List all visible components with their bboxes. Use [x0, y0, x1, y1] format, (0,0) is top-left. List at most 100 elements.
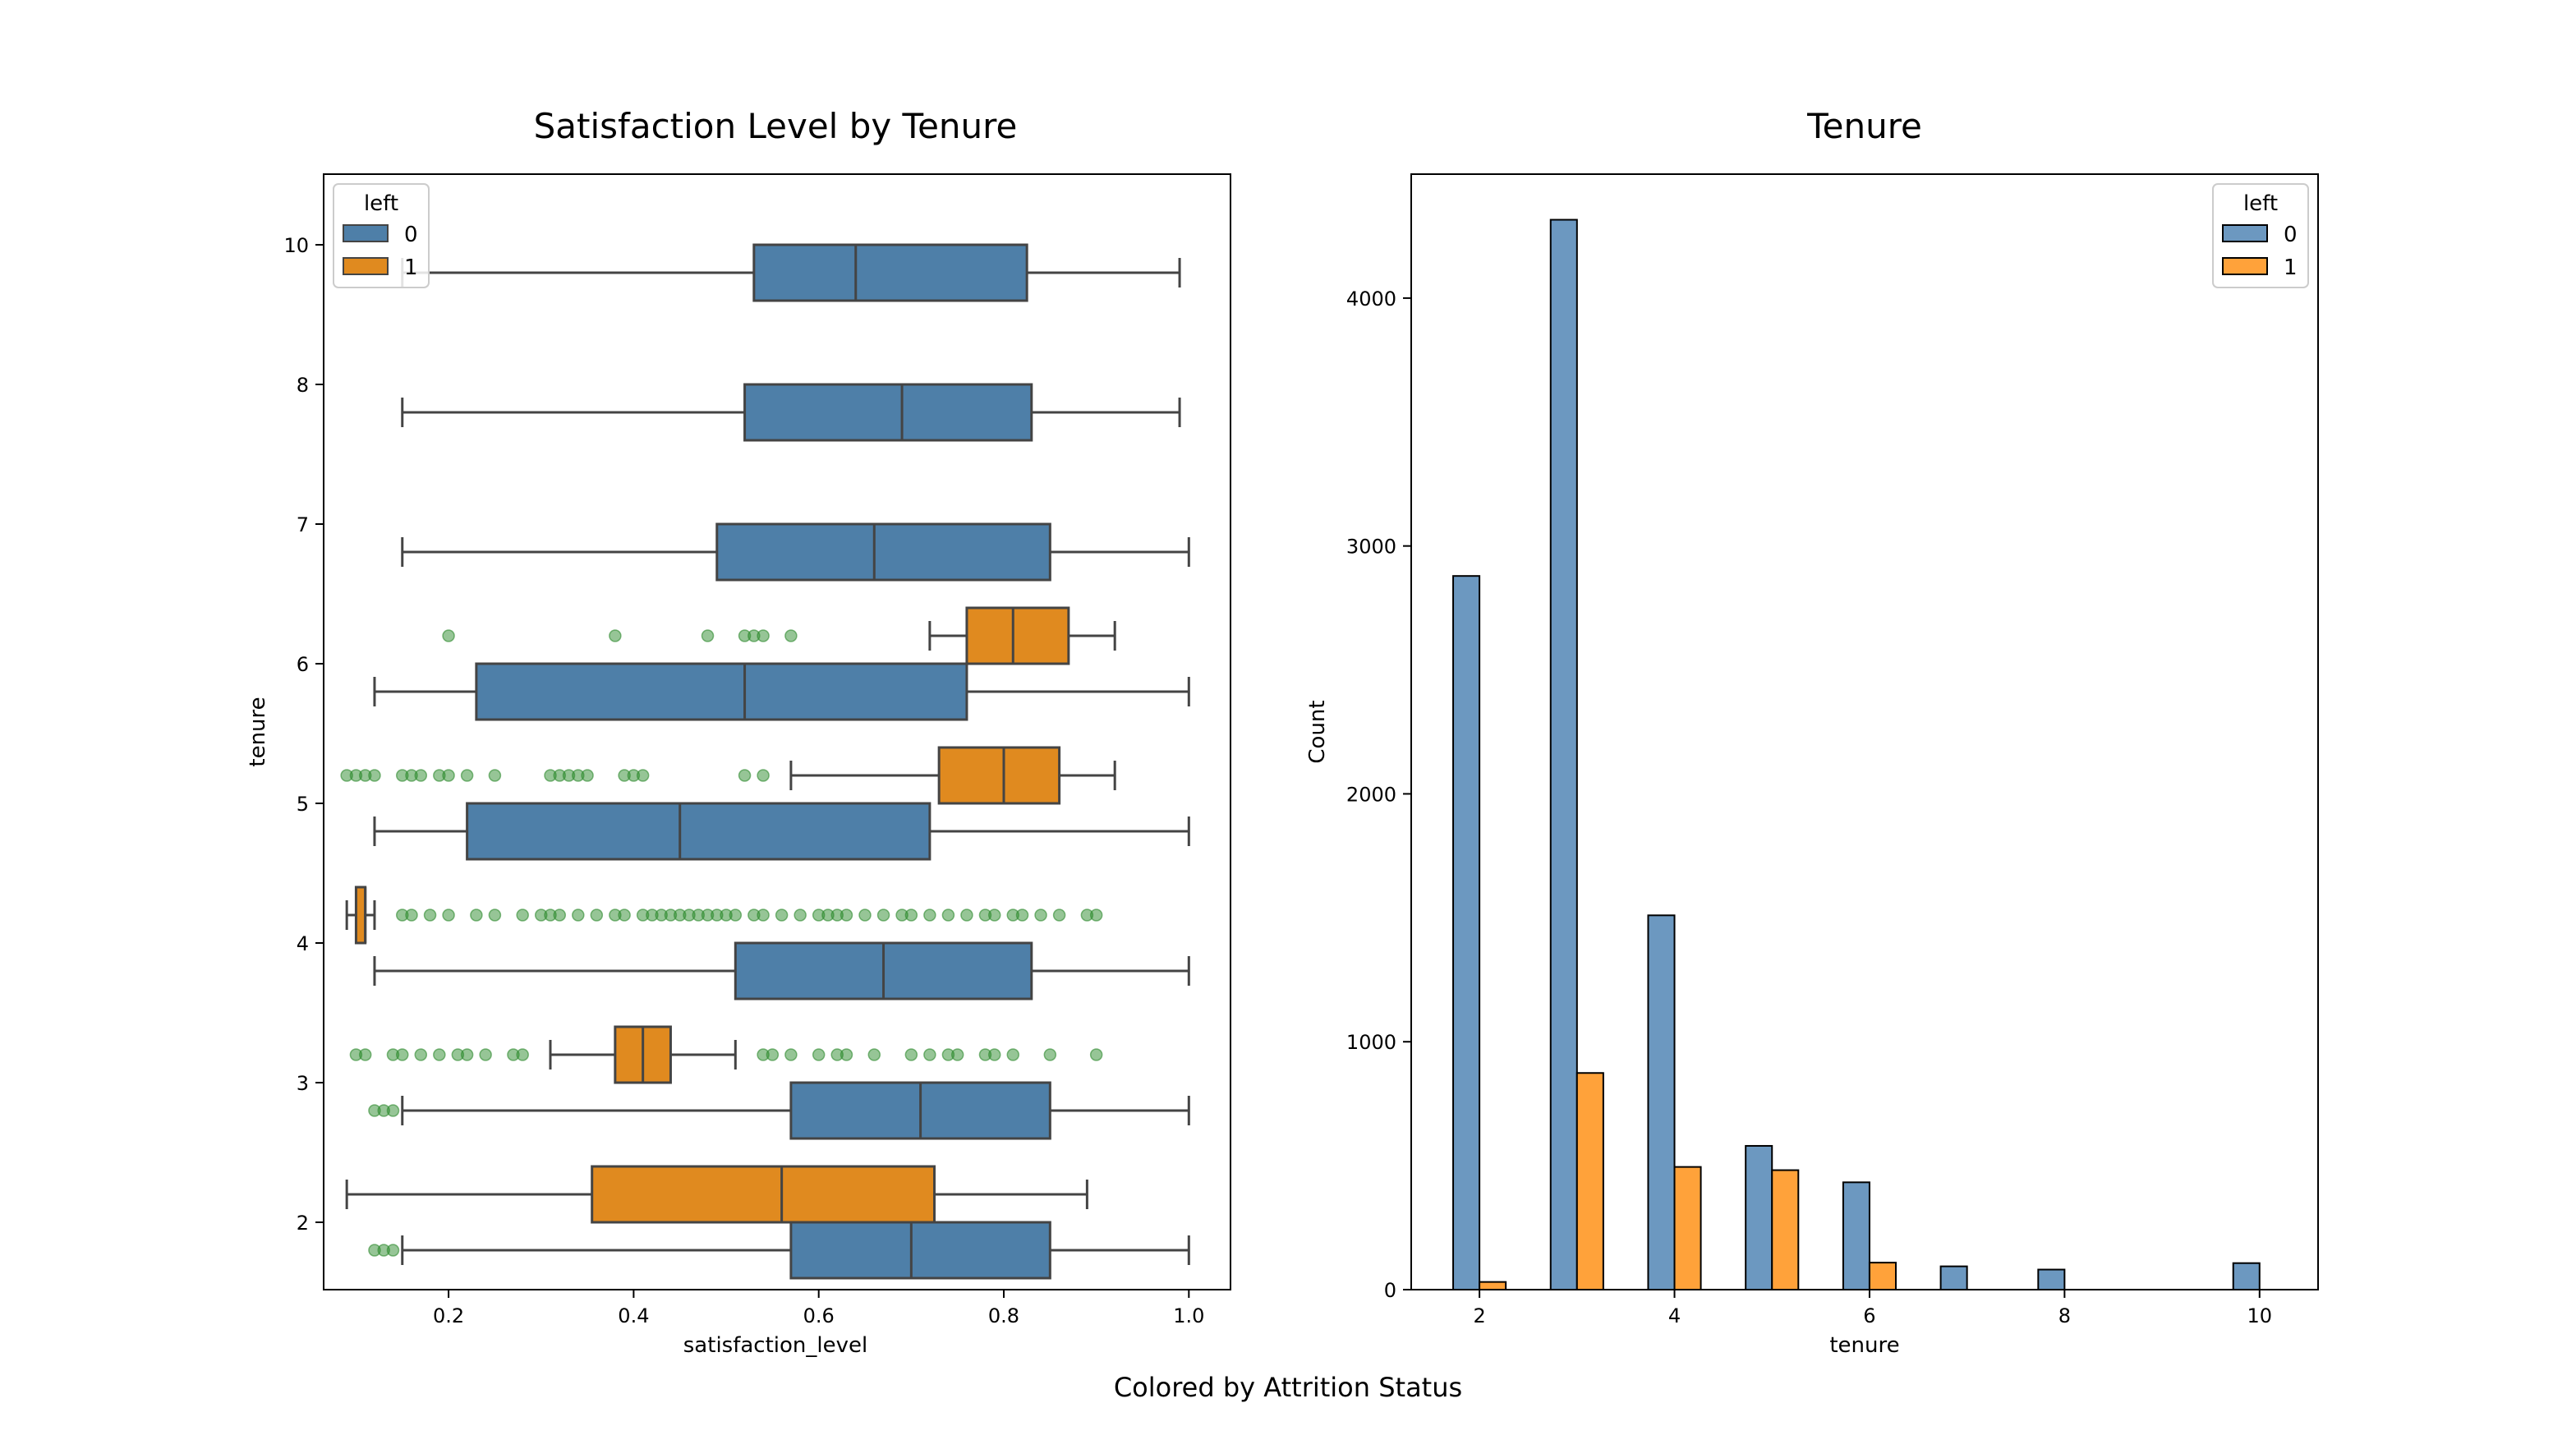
histogram-legend-label-0: 0 — [2284, 223, 2298, 247]
y-tick-label: 10 — [283, 234, 309, 257]
outlier-point — [987, 908, 1001, 922]
bar-left-1-tenure-5 — [1771, 1169, 1800, 1290]
outlier-point — [738, 769, 752, 782]
x-tick-label: 0.6 — [803, 1304, 835, 1327]
outlier-point — [636, 769, 650, 782]
outlier-point — [590, 908, 604, 922]
x-tick-label: 0.4 — [618, 1304, 649, 1327]
box-1-tenure-3 — [349, 1025, 1103, 1084]
boxplot-legend-title: left — [364, 191, 398, 216]
outlier-point — [757, 629, 770, 642]
outlier-point — [553, 908, 567, 922]
box-1-tenure-5 — [340, 746, 1116, 805]
y-tick-label: 3 — [297, 1072, 309, 1095]
histogram-legend-label-1: 1 — [2284, 255, 2298, 280]
outlier-point — [784, 1048, 798, 1061]
outlier-point — [960, 908, 973, 922]
box-0-tenure-2 — [368, 1221, 1190, 1280]
outlier-point — [516, 1048, 529, 1061]
x-tick-label: 8 — [2058, 1304, 2071, 1327]
outlier-point — [479, 1048, 492, 1061]
outlier-point — [405, 908, 418, 922]
iqr-box — [743, 383, 1033, 442]
outlier-point — [757, 769, 770, 782]
histogram-legend-swatch-1 — [2222, 257, 2268, 275]
y-tick-label: 8 — [297, 374, 309, 397]
boxplot-y-ticks: 10 8 7 6 5 4 3 2 — [283, 234, 324, 1235]
y-tick-label: 4 — [297, 932, 309, 955]
outlier-point — [1034, 908, 1047, 922]
boxplot-panel: Satisfaction Level by Tenure 0.2 0.4 0.6 0.… — [246, 106, 1231, 1358]
box-1-tenure-2 — [345, 1165, 1088, 1224]
histogram-legend-title: left — [2243, 191, 2278, 216]
outlier-point — [609, 629, 622, 642]
outlier-point — [766, 1048, 780, 1061]
outlier-point — [1052, 908, 1066, 922]
box-0-tenure-3 — [368, 1081, 1190, 1140]
outlier-point — [1089, 1048, 1103, 1061]
y-tick-label: 5 — [297, 793, 309, 816]
boxplot-y-axis-label: tenure — [246, 697, 270, 766]
outlier-point — [1089, 908, 1103, 922]
bar-left-0-tenure-6 — [1842, 1181, 1870, 1290]
outlier-point — [923, 908, 936, 922]
outlier-point — [904, 1048, 918, 1061]
x-tick-label: 6 — [1863, 1304, 1875, 1327]
histogram-title: Tenure — [1806, 106, 1922, 146]
outlier-point — [396, 1048, 409, 1061]
outlier-point — [987, 1048, 1001, 1061]
box-0-tenure-7 — [401, 522, 1190, 582]
outlier-point — [442, 769, 455, 782]
outlier-point — [414, 769, 428, 782]
outlier-point — [1006, 1048, 1020, 1061]
outlier-point — [729, 908, 743, 922]
y-tick-label: 4000 — [1346, 288, 1396, 310]
y-tick-label: 3000 — [1346, 536, 1396, 559]
boxplot-x-ticks: 0.2 0.4 0.6 0.8 1.0 — [433, 1290, 1204, 1327]
figure-caption: Colored by Attrition Status — [1114, 1372, 1462, 1403]
y-tick-label: 6 — [297, 653, 309, 676]
x-tick-label: 0.2 — [433, 1304, 464, 1327]
boxplot-x-axis-label: satisfaction_level — [683, 1333, 867, 1358]
x-tick-label: 2 — [1473, 1304, 1485, 1327]
bar-left-1-tenure-4 — [1673, 1166, 1702, 1290]
outlier-point — [840, 1048, 853, 1061]
boxplot-marks — [340, 243, 1190, 1280]
iqr-box — [965, 606, 1070, 665]
box-0-tenure-8 — [401, 383, 1181, 442]
histogram-x-ticks: 2 4 6 8 10 — [1473, 1290, 2272, 1327]
histogram-x-axis-label: tenure — [1829, 1333, 1899, 1358]
x-tick-label: 1.0 — [1173, 1304, 1204, 1327]
outlier-point — [794, 908, 807, 922]
histogram-axes-frame — [1410, 173, 2319, 1290]
iqr-box — [789, 1221, 1051, 1280]
histogram-y-axis-label: Count — [1305, 700, 1330, 763]
iqr-box — [354, 886, 367, 945]
outlier-point — [460, 1048, 474, 1061]
x-tick-label: 10 — [2247, 1304, 2273, 1327]
outlier-point — [1043, 1048, 1057, 1061]
outlier-point — [1015, 908, 1029, 922]
bar-left-0-tenure-2 — [1452, 575, 1481, 1290]
outlier-point — [572, 908, 585, 922]
outlier-point — [812, 1048, 826, 1061]
boxplot-axes-frame — [323, 173, 1231, 1290]
outlier-point — [858, 908, 872, 922]
bar-left-0-tenure-3 — [1549, 218, 1578, 1290]
histogram-legend-swatch-0 — [2222, 224, 2268, 242]
box-0-tenure-4 — [373, 941, 1190, 1000]
outlier-point — [516, 908, 529, 922]
outlier-point — [488, 769, 502, 782]
outlier-point — [423, 908, 437, 922]
outlier-point — [784, 629, 798, 642]
outlier-point — [904, 908, 918, 922]
outlier-point — [414, 1048, 428, 1061]
box-1-tenure-6 — [442, 606, 1116, 665]
box-0-tenure-10 — [401, 243, 1181, 302]
outlier-point — [442, 908, 455, 922]
boxplot-title: Satisfaction Level by Tenure — [534, 106, 1018, 146]
box-1-tenure-4 — [345, 886, 1103, 945]
boxplot-legend-label-1: 1 — [404, 255, 418, 280]
histogram-marks — [1452, 218, 2261, 1291]
